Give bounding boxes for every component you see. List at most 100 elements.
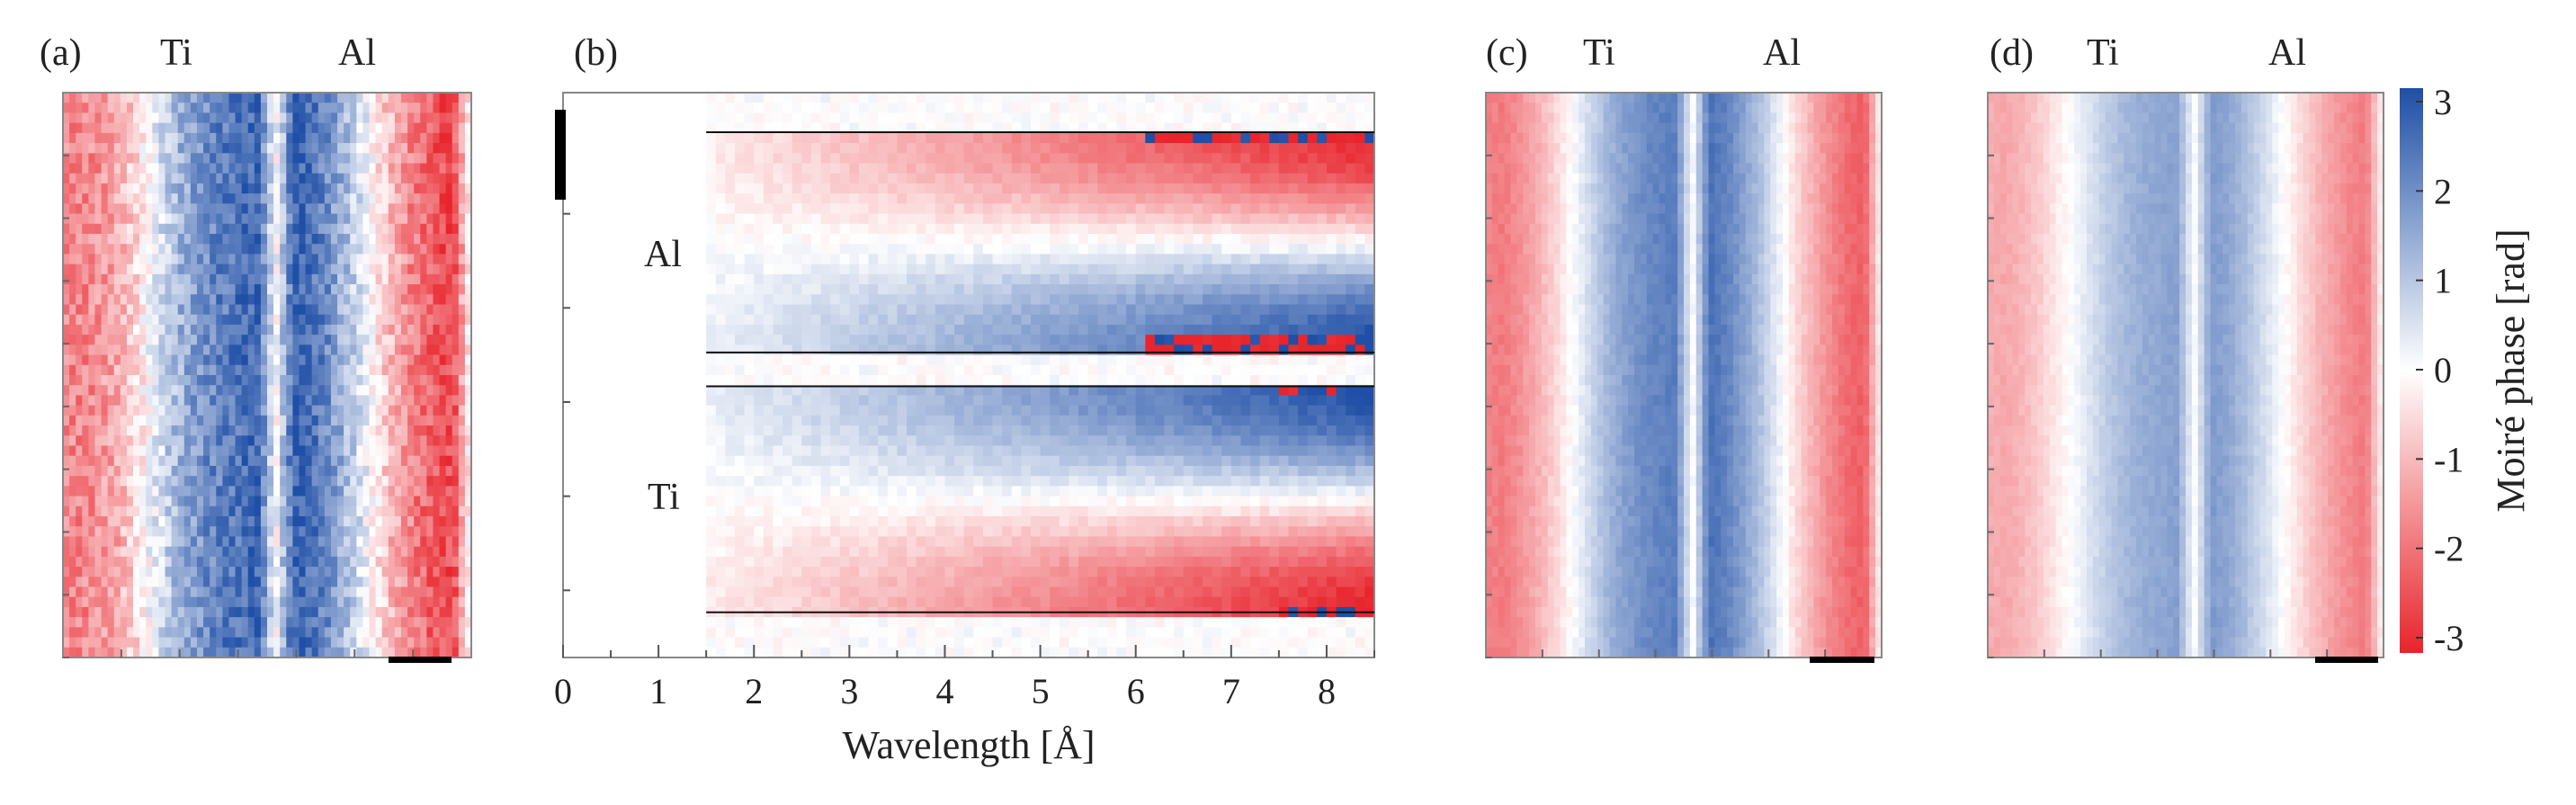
- heatmap-cell: [350, 476, 357, 487]
- heatmap-cell: [350, 93, 357, 103]
- heatmap-cell: [414, 647, 421, 658]
- heatmap-cell: [69, 435, 76, 447]
- heatmap-cell: [76, 132, 83, 144]
- heatmap-cell: [839, 163, 850, 174]
- heatmap-cell: [337, 617, 344, 628]
- heatmap-cell: [311, 435, 319, 447]
- heatmap-cell: [452, 273, 460, 285]
- heatmap-cell: [1346, 223, 1356, 235]
- heatmap-cell: [935, 143, 946, 154]
- heatmap-cell: [101, 577, 109, 588]
- heatmap-cell: [171, 405, 179, 416]
- heatmap-cell: [394, 122, 402, 134]
- heatmap-cell: [1307, 254, 1318, 265]
- heatmap-cell: [183, 445, 192, 457]
- heatmap-cell: [362, 415, 371, 426]
- heatmap-cell: [63, 143, 70, 154]
- heatmap-cell: [420, 395, 427, 407]
- heatmap-cell: [210, 153, 217, 165]
- heatmap-cell: [1154, 173, 1166, 184]
- heatmap-cell: [1221, 234, 1232, 245]
- heatmap-cell: [190, 213, 198, 225]
- heatmap-cell: [1078, 254, 1089, 265]
- heatmap-cell: [388, 586, 396, 598]
- heatmap-cell: [1164, 153, 1175, 165]
- heatmap-cell: [267, 505, 274, 517]
- heatmap-cell: [235, 476, 243, 487]
- heatmap-cell: [394, 516, 402, 527]
- heatmap-cell: [210, 617, 217, 628]
- heatmap-cell: [1336, 122, 1346, 134]
- heatmap-cell: [1202, 173, 1213, 184]
- heatmap-cell: [88, 496, 96, 507]
- heatmap-cell: [337, 526, 344, 538]
- heatmap-cell: [63, 103, 70, 114]
- heatmap-cell: [126, 567, 134, 577]
- heatmap-cell: [369, 375, 377, 386]
- heatmap-cell: [452, 163, 460, 174]
- heatmap-cell: [407, 577, 415, 588]
- heatmap-cell: [350, 344, 357, 356]
- heatmap-cell: [88, 153, 96, 165]
- heatmap-cell: [388, 254, 396, 265]
- heatmap-cell: [318, 254, 326, 265]
- heatmap-cell: [420, 203, 427, 215]
- heatmap-cell: [1021, 153, 1032, 165]
- heatmap-cell: [464, 173, 472, 184]
- heatmap-cell: [190, 234, 198, 245]
- heatmap-cell: [1021, 193, 1032, 204]
- heatmap-cell: [1126, 284, 1137, 295]
- heatmap-cell: [299, 273, 307, 285]
- heatmap-cell: [439, 294, 447, 306]
- heatmap-cell: [706, 213, 717, 225]
- heatmap-cell: [858, 234, 870, 245]
- heatmap-cell: [381, 486, 389, 497]
- heatmap-cell: [356, 627, 363, 639]
- heatmap-cell: [210, 244, 217, 255]
- heatmap-cell: [63, 324, 70, 335]
- heatmap-cell: [394, 273, 402, 285]
- heatmap-cell: [305, 193, 313, 204]
- heatmap-cell: [725, 153, 736, 165]
- heatmap-cell: [120, 244, 128, 255]
- heatmap-cell: [183, 505, 192, 517]
- heatmap-cell: [356, 546, 363, 558]
- heatmap-cell: [273, 395, 281, 407]
- heatmap-cell: [388, 304, 396, 316]
- heatmap-cell: [337, 93, 344, 103]
- heatmap-cell: [299, 476, 307, 487]
- heatmap-cell: [139, 556, 147, 568]
- heatmap-cell: [375, 234, 383, 245]
- heatmap-cell: [1193, 103, 1203, 114]
- heatmap-cell: [133, 244, 140, 255]
- heatmap-cell: [464, 496, 472, 507]
- heatmap-cell: [394, 132, 402, 144]
- heatmap-cell: [120, 112, 128, 124]
- heatmap-cell: [216, 223, 223, 235]
- heatmap-cell: [935, 254, 946, 265]
- heatmap-cell: [94, 445, 103, 457]
- heatmap-cell: [458, 324, 466, 335]
- heatmap-cell: [113, 556, 121, 568]
- heatmap-cell: [126, 476, 134, 487]
- heatmap-cell: [916, 132, 926, 144]
- heatmap-cell: [356, 284, 363, 295]
- heatmap-cell: [1097, 143, 1108, 154]
- heatmap-cell: [1030, 163, 1042, 174]
- heatmap-cell: [183, 395, 192, 407]
- heatmap-cell: [120, 516, 128, 527]
- heatmap-cell: [1069, 264, 1079, 275]
- heatmap-cell: [280, 546, 287, 558]
- heatmap-cell: [101, 526, 109, 538]
- heatmap-cell: [887, 132, 899, 144]
- heatmap-cell: [267, 415, 274, 426]
- heatmap-cell: [426, 234, 434, 245]
- heatmap-cell: [190, 627, 198, 639]
- heatmap-cell: [464, 213, 472, 225]
- heatmap-cell: [458, 254, 466, 265]
- heatmap-cell: [107, 606, 115, 618]
- heatmap-cell: [133, 395, 140, 407]
- heatmap-cell: [203, 354, 210, 366]
- heatmap-cell: [963, 273, 974, 285]
- heatmap-cell: [1212, 163, 1222, 174]
